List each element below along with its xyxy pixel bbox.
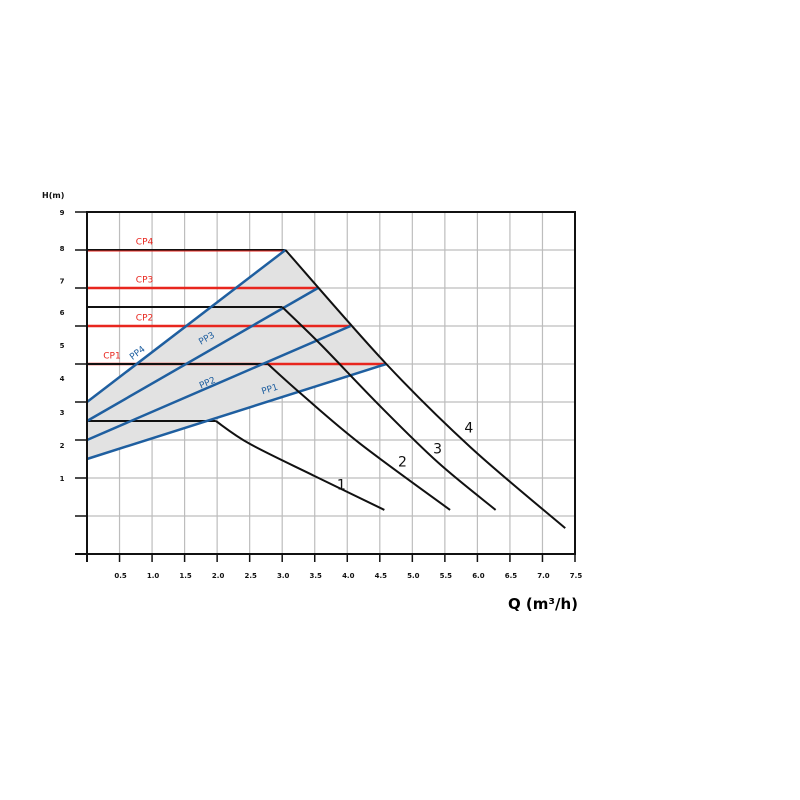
x-tick-label: 1.0 — [147, 572, 160, 580]
cp-label-cp4: CP4 — [136, 237, 154, 247]
y-tick-label: 8 — [60, 245, 65, 253]
x-tick-label: 3.5 — [310, 572, 323, 580]
cp-label-cp1: CP1 — [103, 351, 120, 361]
pp-line-pp4 — [86, 249, 287, 403]
speed-curve-4 — [284, 249, 566, 529]
y-tick-label: 5 — [60, 342, 65, 350]
x-tick-label: 2.5 — [244, 572, 257, 580]
pp-label-pp1: PP1 — [261, 383, 280, 398]
x-tick-label: 7.0 — [537, 572, 550, 580]
pp-line-pp1 — [86, 362, 387, 461]
speed-curve-label-3: 3 — [433, 441, 442, 457]
cp-label-cp3: CP3 — [136, 275, 153, 285]
y-tick-label: 2 — [60, 442, 65, 450]
x-tick-label: 6.0 — [472, 572, 485, 580]
y-tick-label: 6 — [60, 309, 65, 317]
x-tick-label: 7.5 — [570, 572, 583, 580]
x-tick-label: 4.0 — [342, 572, 355, 580]
speed-curve-label-4: 4 — [464, 420, 473, 436]
x-tick-label: 2.0 — [212, 572, 225, 580]
x-axis-label: Q (m³/h) — [508, 595, 578, 613]
x-tick-label: 5.0 — [407, 572, 420, 580]
speed-curve-1 — [215, 420, 385, 511]
x-tick-label: 6.5 — [505, 572, 518, 580]
series-lines — [86, 249, 566, 529]
cp-label-cp2: CP2 — [136, 313, 153, 323]
x-tick-label: 5.5 — [440, 572, 453, 580]
y-axis-label: H(m) — [42, 191, 64, 200]
y-tick-label: 3 — [60, 409, 65, 417]
axes — [75, 211, 576, 562]
x-tick-label: 0.5 — [114, 572, 127, 580]
y-tick-label: 9 — [60, 209, 65, 217]
y-tick-label: 1 — [60, 475, 65, 483]
pp-line-pp3 — [86, 286, 319, 423]
y-tick-label: 4 — [60, 375, 65, 383]
y-tick-label: 7 — [60, 277, 65, 285]
speed-curve-3 — [281, 306, 497, 511]
speed-curve-label-2: 2 — [398, 455, 407, 471]
pp-line-pp2 — [86, 324, 352, 442]
x-tick-label: 1.5 — [179, 572, 192, 580]
x-tick-label: 3.0 — [277, 572, 290, 580]
x-tick-label: 4.5 — [375, 572, 388, 580]
speed-curve-2 — [267, 363, 451, 511]
speed-curve-label-1: 1 — [337, 477, 346, 493]
